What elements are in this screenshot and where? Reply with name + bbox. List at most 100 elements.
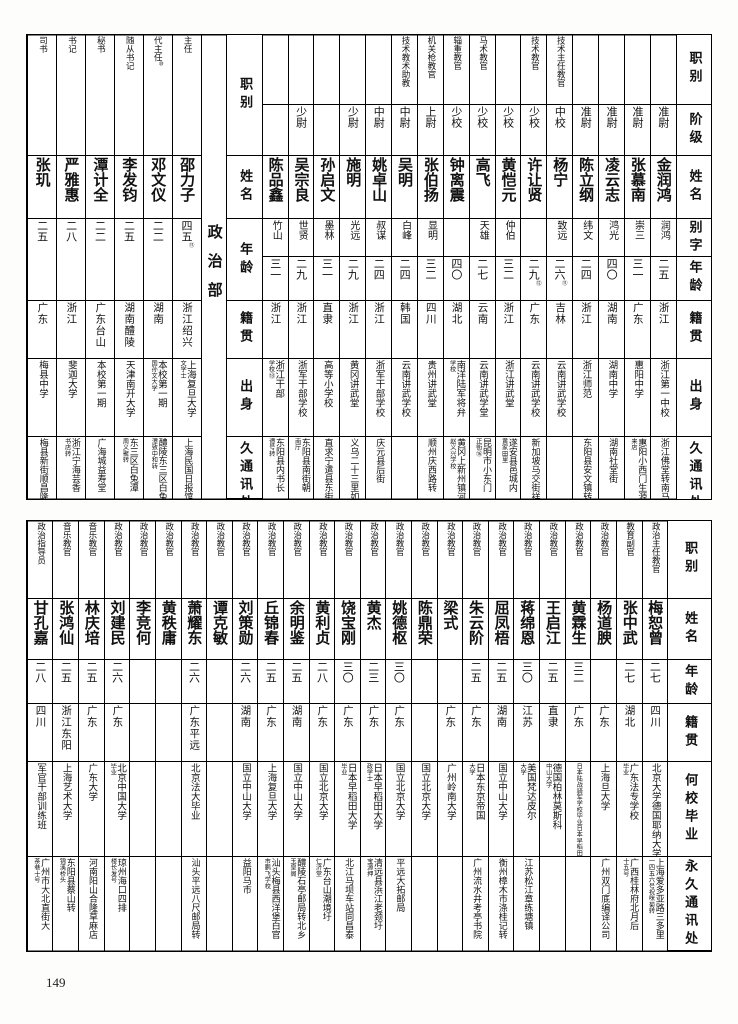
cell-name: 凌云志 (599, 156, 624, 220)
cell-age: 二五 (28, 219, 57, 301)
cell-edu: 国立北京大学 (386, 762, 412, 858)
cell-post: 政治教官 (258, 521, 283, 599)
cell-name: 朱云阶 (463, 599, 488, 661)
cell-post: 音乐教官 (53, 521, 79, 599)
cell-rank: 少尉 (340, 105, 366, 157)
person-column: 政治教官 屈凤梧 二五 湖南 国立中山大学 衡州樟木市涤桂记转 (487, 521, 514, 951)
person-column: 音乐教官 张鸿仙 二五 浙江东阳 上海艺术大学 东阳县蔡山转 锦溪桥头 (52, 521, 79, 951)
cell-addr: 广州双门底编译公司 (599, 858, 610, 940)
cell-edu: 梅县中学 (28, 359, 57, 438)
row-label-职别: 职别 (676, 35, 711, 105)
cell-nat: 广东 (521, 301, 547, 359)
cell-name: 蒋绵恩 (514, 599, 540, 661)
cell-nat: 浙江 (366, 301, 392, 359)
cell-name: 黄恺元 (495, 156, 521, 220)
cell-post (262, 35, 288, 105)
row-label-永久通讯处: 永久通讯处 (676, 437, 711, 500)
cell-addr: 益阳马市 (240, 858, 251, 895)
cell-edu: 惠阳中学 (624, 359, 650, 438)
cell-rank: 少校 (443, 105, 469, 157)
cell-addr: 醴陵石亭邮局转北乡 玉皇阁 (288, 858, 306, 940)
row-label-永久通讯处: 永久通讯处 (227, 437, 262, 499)
cell-addr: 广海城益寿堂 (95, 438, 106, 493)
cell-age: 三一 (262, 257, 288, 301)
row-label-column: 职别 姓名 年龄 籍贯 何校毕业 永久通讯处 (667, 521, 711, 951)
cell-post (624, 35, 650, 105)
cell-alias: 竹山 (262, 219, 288, 258)
cell-nat: 江苏 (514, 704, 540, 762)
cell-nat: 湖北 (616, 704, 642, 762)
row-label-职别: 职别 (668, 521, 711, 599)
person-column: 代主任⑩ 邓文仪 二二 湖南 本校第一期 国孙文大学 醴陵东三区白兔 潭致中和转 (142, 35, 172, 499)
cell-name: 钟离震 (443, 156, 469, 220)
cell-edu: 国立中山大学 (232, 762, 258, 858)
cell-post: 技术教官 (521, 35, 547, 105)
cell-rank: 少校 (469, 105, 495, 157)
cell-nat: 四川 (642, 704, 668, 762)
cell-post: 政治主任教官 (642, 521, 668, 599)
cell-name: 余明鉴 (283, 599, 309, 661)
person-column: 政治教官 李竞何 (129, 521, 155, 951)
cell-nat: 广东 (258, 704, 283, 762)
cell-post: 政治教官 (437, 521, 463, 599)
cell-name: 潭计全 (85, 156, 114, 220)
cell-age: 二五 (540, 660, 565, 705)
cell-age (155, 660, 181, 705)
cell-age: 三一 (624, 257, 650, 301)
cell-alias: 仲伯 (495, 219, 521, 258)
cell-nat (155, 704, 181, 762)
cell-addr: 湖南社堂街 (607, 438, 618, 484)
cell-age: 四〇 (443, 257, 469, 301)
row-label-姓名: 姓名 (668, 598, 711, 661)
cell-name: 甘孔嘉 (27, 599, 53, 661)
cell-addr: 琼州海口四排 楼长发号 (109, 858, 126, 913)
cell-addr: 清远县浜江老颈圩 宝源押 (365, 858, 383, 931)
row-label-职别: 职别 (227, 35, 262, 157)
cell-edu: 浙军干部学校 (366, 359, 392, 438)
cell-nat: 湖南醴陵 (114, 301, 143, 359)
cell-age: 二二 (85, 219, 114, 301)
person-column: 机关枪教官 上尉 张伯扬 显明 三二 四川 贵州讲武堂 顺州庆西路转 (416, 35, 443, 499)
person-column: 准尉 凌云志 鸿光 四〇 湖南 湖南中学 湖南社堂街 (598, 35, 624, 499)
person-column: 政治教官 余明鉴 二五 湖南 国立中山大学 醴陵石亭邮局转北乡 玉皇阁 (282, 521, 309, 951)
cell-age: 三二 (417, 257, 443, 301)
cell-rank: 准尉 (624, 105, 650, 157)
cell-addr: 遂安县邑城内 黄家田里 (500, 438, 517, 493)
cell-post: 教育副官 (616, 521, 642, 599)
cell-age: 三〇 (386, 660, 412, 705)
cell-edu: 上海复旦大学 (258, 762, 283, 858)
cell-name: 施明 (340, 156, 366, 220)
cell-nat: 广东 (437, 704, 463, 762)
cell-age (591, 660, 616, 705)
cell-edu: 美国梵达皮尔 大学 (514, 762, 540, 858)
cell-name: 姚卓山 (366, 156, 392, 220)
cell-post (573, 35, 599, 105)
cell-name: 姚德枢 (386, 599, 412, 661)
row-label-别字: 别字 (676, 219, 711, 258)
cell-nat: 四川 (27, 704, 53, 762)
cell-post: 书记 (57, 35, 85, 157)
cell-edu: 南洋陆军将弁 学校 (443, 359, 469, 438)
cell-nat: 浙江 (340, 301, 366, 359)
cell-rank: 少校 (521, 105, 547, 157)
cell-alias: 崇三 (624, 219, 650, 258)
person-column: 政治教官 丘锦春 二五 广东 上海复旦大学 汕头梅县西洋堡白官 市鹏飞学校 (257, 521, 283, 951)
cell-nat: 浙江 (573, 301, 599, 359)
cell-nat (207, 704, 232, 762)
cell-age: 二六 (104, 660, 130, 705)
cell-addr (392, 437, 417, 499)
cell-nat: 广东 (309, 704, 335, 762)
person-column: 政治教官 杨道腴 广东 上海旦大学 广州双门底编译公司 (590, 521, 616, 951)
cell-nat: 湖南 (599, 301, 624, 359)
cell-name: 黄利贞 (309, 599, 335, 661)
cell-age: 二五 (114, 219, 143, 301)
cell-addr: 广州市大北直街大 茶巷十号 (32, 858, 50, 931)
cell-age: 二三 (360, 660, 386, 705)
cell-post: 马术教官 (469, 35, 495, 105)
cell-edu: 上海艺术大学 (53, 762, 79, 858)
cell-name: 萧耀东 (181, 599, 207, 661)
cell-post: 秘书 (85, 35, 114, 157)
cell-addr: 黄冈上新州镇河街 赵义兴学校 (448, 438, 466, 500)
cell-age: 二七 (469, 257, 495, 301)
cell-edu: 国立中山大学 (488, 762, 514, 858)
